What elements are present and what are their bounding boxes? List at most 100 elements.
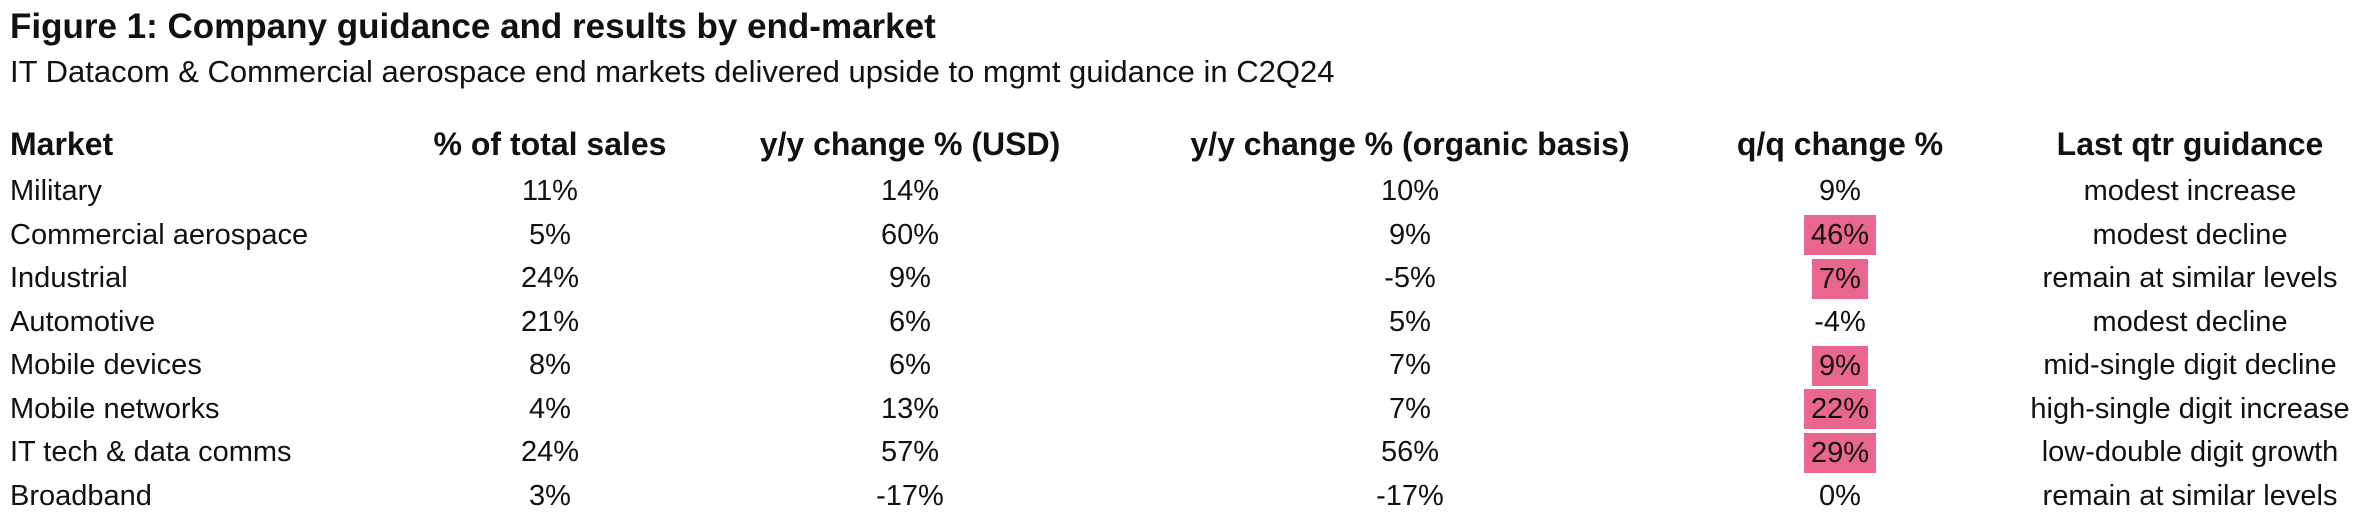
yy-organic-cell: 9% — [1160, 214, 1660, 258]
header-last-qtr-guidance: Last qtr guidance — [2056, 125, 2324, 162]
yy-usd-cell: 6% — [740, 344, 1080, 388]
yy-usd-cell: 57% — [740, 431, 1080, 475]
qq-change-highlight: 7% — [1812, 258, 1868, 299]
guidance-cell-text: mid-single digit decline — [2043, 349, 2337, 382]
header-yy-change-usd: y/y change % (USD) — [759, 125, 1061, 162]
qq-change-cell: 22% — [1690, 388, 1990, 432]
pct-sales-cell-text: 24% — [520, 436, 580, 469]
yy-organic-cell-text: 10% — [1380, 175, 1440, 208]
qq-change-cell: 29% — [1690, 431, 1990, 475]
qq-change-cell: 7% — [1690, 257, 1990, 301]
market-cell-text: Automotive — [10, 305, 156, 338]
table-row: Mobile devices 8% 6% 7% 9% mid-single digit d… — [0, 344, 2370, 388]
pct-sales-cell-text: 4% — [529, 392, 571, 425]
pct-sales-cell: 5% — [420, 214, 680, 258]
yy-organic-cell: 56% — [1160, 431, 1660, 475]
yy-organic-cell: 10% — [1160, 170, 1660, 214]
guidance-cell: mid-single digit decline — [2010, 344, 2370, 388]
guidance-cell-text: low-double digit growth — [2041, 436, 2339, 469]
pct-sales-cell: 3% — [420, 475, 680, 519]
yy-usd-cell: 13% — [740, 388, 1080, 432]
yy-usd-cell: 6% — [740, 301, 1080, 345]
yy-usd-cell-text: 6% — [889, 305, 931, 338]
guidance-cell: modest decline — [2010, 214, 2370, 258]
yy-organic-cell-text: 7% — [1389, 349, 1431, 382]
market-cell-text: Industrial — [10, 262, 128, 295]
qq-change-highlight: 22% — [1803, 389, 1877, 430]
header-pct-total-sales: % of total sales — [433, 125, 667, 162]
yy-usd-cell-text: 60% — [880, 218, 940, 251]
pct-sales-cell-text: 24% — [520, 262, 580, 295]
pct-sales-cell: 24% — [420, 431, 680, 475]
guidance-cell: high-single digit increase — [2010, 388, 2370, 432]
market-cell: IT tech & data comms — [10, 431, 410, 475]
pct-sales-cell-text: 5% — [529, 218, 571, 251]
yy-usd-cell-text: 13% — [880, 392, 940, 425]
header-qq-change: q/q change % — [1736, 125, 1944, 162]
table-body: Military 11% 14% 10% 9% modest increase Commer… — [0, 170, 2370, 518]
table-row: Industrial 24% 9% -5% 7% remain at similar le… — [0, 257, 2370, 301]
qq-change-cell: 9% — [1690, 170, 1990, 214]
yy-organic-cell-text: -5% — [1384, 262, 1436, 295]
market-cell-text: Military — [10, 175, 102, 208]
table-row: Broadband 3% -17% -17% 0% remain at similar l… — [0, 475, 2370, 519]
yy-usd-cell: 60% — [740, 214, 1080, 258]
yy-usd-cell-text: 9% — [889, 262, 931, 295]
qq-change-cell: 46% — [1690, 214, 1990, 258]
qq-change-cell: 9% — [1690, 344, 1990, 388]
guidance-cell: low-double digit growth — [2010, 431, 2370, 475]
figure-subtitle: IT Datacom & Commercial aerospace end ma… — [10, 54, 1335, 89]
pct-sales-cell-text: 11% — [522, 175, 578, 208]
market-cell: Mobile networks — [10, 388, 410, 432]
market-cell: Industrial — [10, 257, 410, 301]
yy-organic-cell: 5% — [1160, 301, 1660, 345]
yy-organic-cell-text: 9% — [1389, 218, 1431, 251]
table-header-row: Market % of total sales y/y change % (US… — [0, 118, 2370, 170]
table-row: IT tech & data comms 24% 57% 56% 29% low-doub… — [0, 431, 2370, 475]
qq-change-highlight: 46% — [1803, 215, 1877, 256]
market-cell: Automotive — [10, 301, 410, 345]
market-cell-text: Broadband — [10, 479, 152, 512]
yy-organic-cell-text: 7% — [1389, 392, 1431, 425]
yy-organic-cell: 7% — [1160, 344, 1660, 388]
header-market: Market — [10, 125, 114, 162]
pct-sales-cell-text: 8% — [529, 349, 571, 382]
table-row: Commercial aerospace 5% 60% 9% 46% modest dec… — [0, 214, 2370, 258]
market-cell: Broadband — [10, 475, 410, 519]
yy-usd-cell-text: 14% — [880, 175, 940, 208]
qq-change-cell-text: 0% — [1819, 479, 1861, 512]
market-cell: Commercial aerospace — [10, 214, 410, 258]
yy-organic-cell: -5% — [1160, 257, 1660, 301]
market-cell-text: Mobile devices — [10, 349, 202, 382]
pct-sales-cell: 24% — [420, 257, 680, 301]
guidance-cell: remain at similar levels — [2010, 257, 2370, 301]
market-cell-text: Commercial aerospace — [10, 218, 309, 251]
guidance-cell: remain at similar levels — [2010, 475, 2370, 519]
market-cell: Mobile devices — [10, 344, 410, 388]
qq-change-cell-text: 9% — [1819, 175, 1861, 208]
yy-usd-cell-text: 6% — [889, 349, 931, 382]
yy-organic-cell-text: -17% — [1376, 479, 1444, 512]
guidance-cell: modest increase — [2010, 170, 2370, 214]
guidance-cell-text: modest increase — [2083, 175, 2297, 208]
guidance-cell-text: high-single digit increase — [2030, 392, 2350, 425]
yy-organic-cell-text: 5% — [1389, 305, 1431, 338]
pct-sales-cell: 8% — [420, 344, 680, 388]
guidance-table: Market % of total sales y/y change % (US… — [0, 118, 2370, 518]
figure-title: Figure 1: Company guidance and results b… — [10, 7, 936, 46]
yy-organic-cell: -17% — [1160, 475, 1660, 519]
pct-sales-cell-text: 3% — [529, 479, 571, 512]
qq-change-cell-text: -4% — [1814, 305, 1866, 338]
yy-usd-cell: -17% — [740, 475, 1080, 519]
table-row: Automotive 21% 6% 5% -4% modest decline — [0, 301, 2370, 345]
pct-sales-cell: 21% — [420, 301, 680, 345]
table-row: Mobile networks 4% 13% 7% 22% high-single dig… — [0, 388, 2370, 432]
pct-sales-cell-text: 21% — [520, 305, 580, 338]
pct-sales-cell: 11% — [420, 170, 680, 214]
yy-usd-cell-text: 57% — [880, 436, 940, 469]
guidance-cell-text: remain at similar levels — [2042, 479, 2338, 512]
guidance-cell-text: modest decline — [2092, 218, 2288, 251]
pct-sales-cell: 4% — [420, 388, 680, 432]
qq-change-cell: -4% — [1690, 301, 1990, 345]
qq-change-highlight: 29% — [1803, 432, 1877, 473]
